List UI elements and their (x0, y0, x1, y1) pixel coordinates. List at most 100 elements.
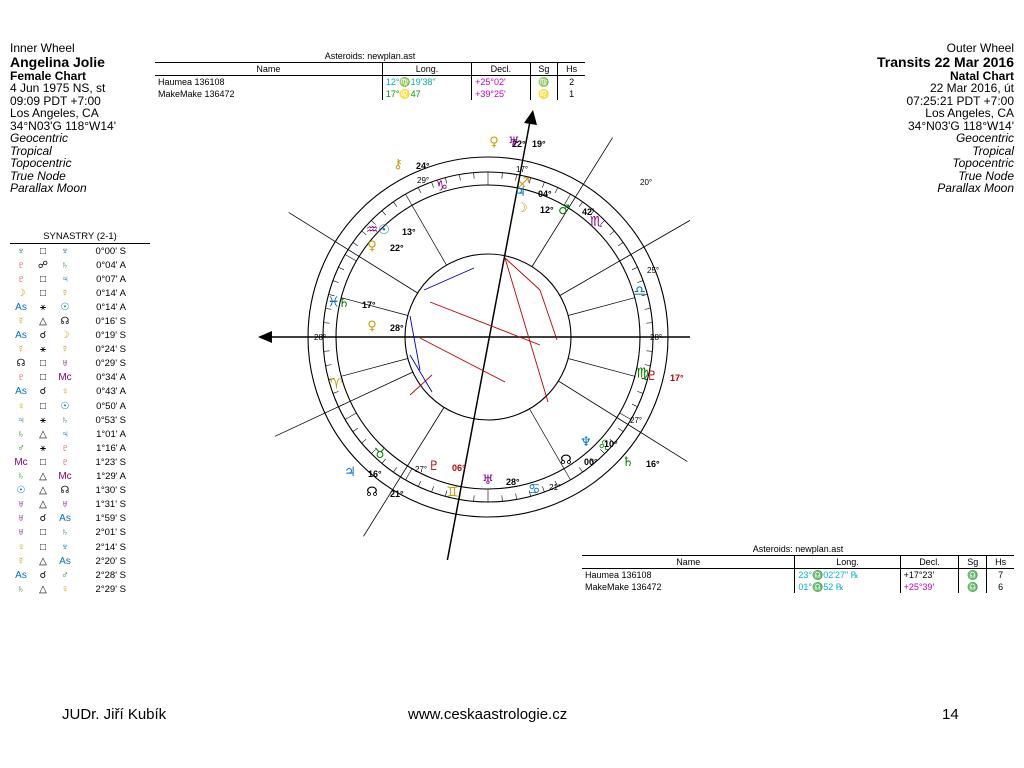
aspect-orb: 1°01' A (96, 428, 126, 440)
synastry-title: SYNASTRY (2-1) (10, 231, 150, 244)
aspect-orb: 2°01' S (95, 527, 126, 539)
aspect-orb: 0°19' S (95, 330, 126, 342)
aspect-glyph: ☌ (39, 513, 47, 525)
asteroid-long: 23°♎02'27" ℞ (794, 568, 901, 581)
degree-tick (618, 427, 624, 432)
aspect-orb: 0°14' A (96, 287, 126, 299)
degree-tick (554, 480, 559, 487)
degree-tick (323, 350, 330, 352)
outer-opt: Parallax Moon (937, 181, 1014, 195)
outer-opt: True Node (958, 168, 1014, 183)
zodiac-sign-glyph: ♊ (446, 484, 459, 500)
planet2-glyph: ♄ (61, 259, 69, 271)
degree-tick (352, 427, 358, 432)
aspect-glyph: □ (39, 400, 47, 412)
degree-tick (431, 181, 434, 188)
degree-tick (637, 280, 644, 283)
degree-tick (641, 294, 648, 297)
degree-tick (371, 449, 376, 454)
aspect-orb: 0°34' A (96, 372, 126, 384)
synastry-row: As ⚹ ☉ 0°14' A (10, 300, 150, 314)
synastry-row: ☽ □ ☿ 0°14' A (10, 286, 150, 300)
degree-tick (445, 177, 448, 184)
synastry-list: SYNASTRY (2-1) ♆ □ ♆ 0°00' S ♇ ☍ ♄ 0°04' A ♇ □ ♃ 0°… (10, 231, 150, 596)
planet1-glyph: ♀ (17, 400, 25, 412)
asteroid-house: 7 (986, 568, 1014, 581)
mc-ic-axis (446, 115, 532, 560)
planet-degree: 19° (532, 139, 546, 149)
zodiac-sign-glyph: ♈ (330, 376, 343, 392)
outer-time: 07:25:21 PDT +7:00 (906, 93, 1014, 108)
aspect-line (539, 289, 558, 341)
footer-author: JUDr. Jiří Kubík (62, 706, 167, 723)
outer-opt: Topocentric (952, 156, 1014, 170)
degree-tick (609, 230, 615, 236)
degree-tick (328, 377, 335, 380)
planet-degree: 22° (390, 243, 404, 253)
degree-tick (501, 172, 503, 179)
planet2-glyph: ♇ (61, 456, 69, 468)
aspect-orb: 0°29' S (95, 358, 126, 370)
synastry-row: ☉ △ ☊ 1°30' S (10, 484, 150, 498)
zodiac-sign-glyph: ♋ (528, 482, 541, 498)
planet1-glyph: As (15, 330, 27, 342)
planet2-glyph: ♃ (61, 273, 69, 285)
synastry-row: ☿ △ As 2°20' S (10, 554, 150, 568)
planet1-glyph: ♅ (17, 527, 25, 539)
synastry-row: ☿ △ ☊ 0°16' S (10, 314, 150, 328)
degree-tick (578, 201, 583, 207)
aspect-line (504, 257, 541, 291)
wheel-static (258, 110, 690, 560)
zodiac-sign-glyph: ♎ (633, 284, 646, 300)
aspect-glyph: □ (39, 273, 47, 285)
synastry-row: ♀ □ ☉ 0°50' A (10, 399, 150, 413)
planet1-glyph: ☽ (16, 287, 26, 299)
planet-degree: 10° (604, 439, 618, 449)
asteroid-house: 6 (986, 581, 1014, 593)
degree-tick (473, 172, 475, 179)
outer-chart-type: Natal Chart (949, 68, 1014, 83)
degree-tick (417, 480, 422, 487)
house-cusp-line (363, 407, 445, 537)
house-cusp-degree: 27° (630, 416, 642, 425)
synastry-row: ♇ □ Mc 0°34' A (10, 371, 150, 385)
planet-glyph: ♅ (508, 135, 520, 150)
inner-opt: Geocentric (10, 131, 69, 145)
asteroid-sign: ♌ (529, 88, 558, 100)
degree-tick (600, 449, 605, 454)
aspect-glyph: □ (39, 287, 47, 299)
degree-tick (328, 294, 335, 297)
asc-degree-label: 28° (314, 333, 326, 342)
synastry-row: ♅ △ ♅ 1°31' S (10, 498, 150, 512)
col-decl-header: Decl. (899, 555, 959, 569)
planet2-glyph: ♄ (61, 414, 69, 426)
aspect-line (419, 337, 506, 383)
asteroid-decl: +25°39' (899, 581, 959, 593)
inner-house-cusp (529, 408, 565, 469)
aspect-orb: 0°14' A (96, 301, 126, 313)
footer-url[interactable]: www.ceskaastrologie.cz (408, 706, 568, 723)
inner-opt: Parallax Moon (10, 181, 87, 195)
zodiac-sign-glyph: ♍ (636, 366, 649, 382)
planet2-glyph: ☊ (60, 316, 70, 328)
planet2-glyph: As (59, 555, 71, 567)
degree-tick (501, 495, 503, 502)
zodiac-sign-glyph: ♉ (374, 446, 387, 462)
degree-tick (405, 193, 413, 206)
planet2-glyph: ♇ (61, 442, 69, 454)
house-cusp-degree: 20° (640, 178, 652, 187)
asteroid-sign: ♎ (958, 568, 987, 581)
outer-wheel-label: Outer Wheel (946, 41, 1014, 55)
zodiac-sign-glyph: ♏ (590, 214, 603, 230)
planet1-glyph: ♅ (17, 499, 25, 511)
planet1-glyph: ♄ (17, 583, 25, 595)
inner-time: 09:09 PDT +7:00 (10, 93, 101, 108)
aspect-glyph: ☌ (39, 330, 47, 342)
degree-tick (325, 364, 332, 366)
planet-glyph: ♆ (580, 435, 592, 450)
planet-degree: 13° (402, 227, 416, 237)
aspect-glyph: ⚹ (40, 414, 46, 426)
col-decl-header: Decl. (471, 62, 531, 76)
degree-tick (563, 193, 571, 206)
planet-degree: 22° (512, 139, 526, 149)
